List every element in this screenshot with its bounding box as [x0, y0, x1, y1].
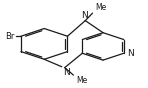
Text: N: N — [127, 49, 134, 58]
Text: Me: Me — [95, 3, 107, 12]
Text: N: N — [81, 11, 88, 20]
Text: Me: Me — [76, 76, 88, 85]
Text: N: N — [63, 68, 70, 77]
Text: Br: Br — [5, 32, 14, 41]
